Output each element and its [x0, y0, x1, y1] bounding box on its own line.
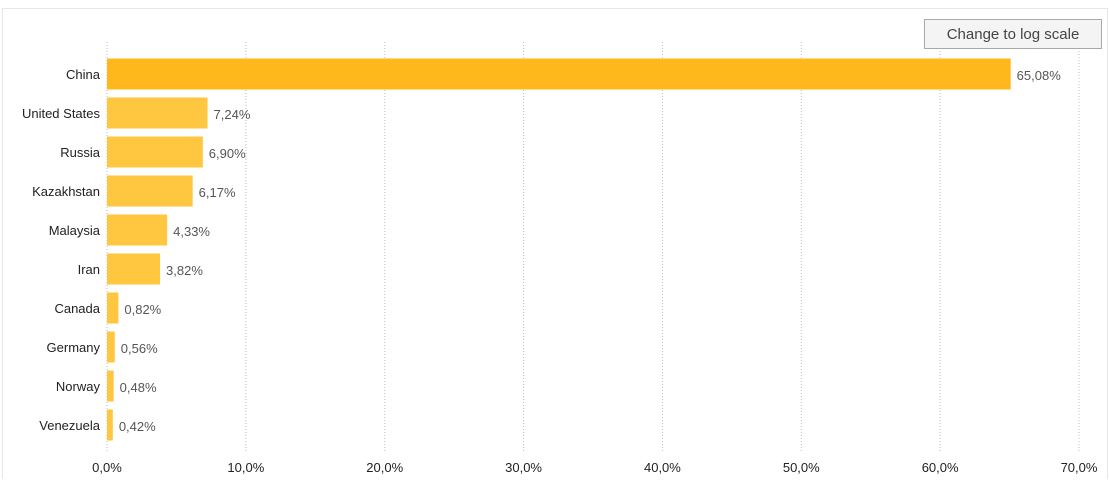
category-label: Venezuela: [39, 418, 100, 433]
category-label: Canada: [54, 301, 100, 316]
category-label: Iran: [78, 262, 100, 277]
category-label: United States: [22, 106, 101, 121]
data-label: 0,82%: [124, 302, 161, 317]
bar[interactable]: [107, 331, 115, 363]
bar[interactable]: [107, 214, 168, 246]
data-label: 0,42%: [119, 419, 156, 434]
x-tick-label: 50,0%: [783, 460, 820, 475]
category-label: Malaysia: [49, 223, 101, 238]
data-label: 4,33%: [173, 224, 210, 239]
bar[interactable]: [107, 409, 113, 441]
bar[interactable]: [107, 58, 1011, 90]
x-tick-label: 20,0%: [366, 460, 403, 475]
data-label: 0,48%: [120, 380, 157, 395]
x-tick-label: 30,0%: [505, 460, 542, 475]
x-tick-label: 60,0%: [922, 460, 959, 475]
category-label: China: [66, 67, 101, 82]
category-label: Germany: [47, 340, 101, 355]
category-label: Norway: [56, 379, 101, 394]
x-tick-label: 0,0%: [92, 460, 122, 475]
data-label: 6,17%: [199, 185, 236, 200]
bar[interactable]: [107, 292, 119, 324]
grid-lines: [106, 42, 1080, 452]
category-label: Russia: [60, 145, 101, 160]
labels: 0,0% 10,0% 20,0% 30,0% 40,0% 50,0% 60,0% 70,0% C…: [22, 67, 1098, 475]
bar[interactable]: [107, 175, 193, 207]
x-tick-label: 40,0%: [644, 460, 681, 475]
bar[interactable]: [107, 97, 208, 129]
x-tick-label: 70,0%: [1061, 460, 1098, 475]
log-scale-toggle-button[interactable]: Change to log scale: [924, 19, 1102, 49]
bar[interactable]: [107, 370, 114, 402]
data-label: 65,08%: [1017, 68, 1062, 83]
bar[interactable]: [107, 136, 203, 168]
data-label: 3,82%: [166, 263, 203, 278]
bars: [107, 58, 1011, 441]
data-label: 6,90%: [209, 146, 246, 161]
category-label: Kazakhstan: [32, 184, 100, 199]
x-tick-label: 10,0%: [227, 460, 264, 475]
data-label: 0,56%: [121, 341, 158, 356]
data-label: 7,24%: [214, 107, 251, 122]
bar[interactable]: [107, 253, 161, 285]
